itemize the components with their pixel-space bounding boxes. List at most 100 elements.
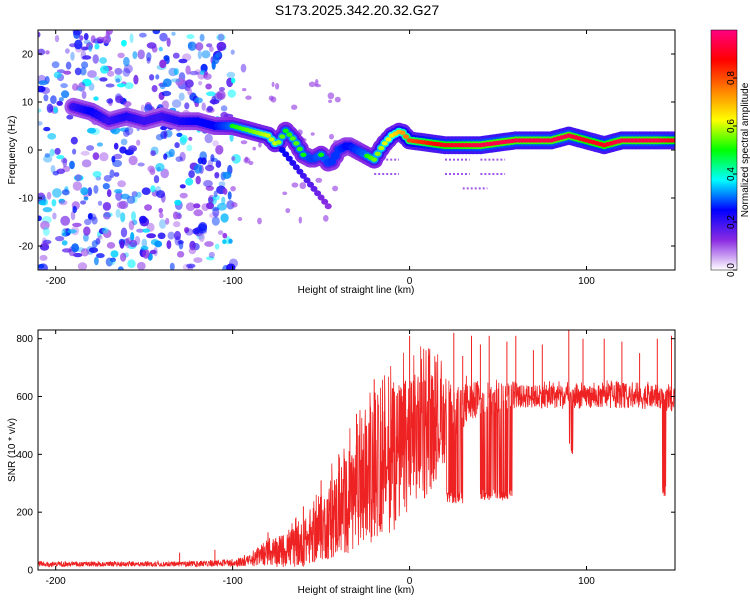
spectrogram-x-label: Height of straight line (km) — [298, 285, 415, 296]
snr-panel: -200 -100 0 100 0 200 400 600 800 Height of str… — [7, 329, 676, 596]
noise-blob — [258, 142, 262, 148]
noise-blob — [55, 236, 65, 242]
noise-blob — [38, 85, 46, 93]
noise-blob — [92, 152, 100, 161]
noise-blob — [152, 30, 161, 35]
ridge-segment — [289, 136, 296, 141]
noise-blob — [230, 49, 235, 55]
noise-blob — [46, 103, 54, 114]
y-tick-label: 20 — [22, 50, 34, 61]
ridge-segment — [293, 141, 300, 146]
noise-blob — [226, 71, 236, 79]
noise-blob — [257, 217, 262, 225]
noise-blob — [140, 104, 145, 113]
snr-x-ticks: -200 -100 0 100 — [46, 330, 595, 587]
y-tick-label: 400 — [16, 450, 33, 461]
noise-blob — [94, 256, 99, 266]
noise-blob — [175, 78, 184, 87]
noise-blob — [173, 68, 179, 76]
noise-blob — [163, 153, 168, 160]
noise-blob — [205, 83, 212, 90]
noise-blob — [174, 236, 181, 246]
ridge-branch — [282, 151, 290, 158]
noise-blob — [40, 241, 50, 246]
noise-blob — [61, 90, 70, 99]
noise-blob — [101, 227, 109, 234]
noise-blob — [150, 185, 156, 193]
noise-blob — [81, 159, 92, 168]
noise-blob — [282, 191, 288, 196]
noise-blob — [188, 247, 197, 255]
noise-blob — [149, 166, 156, 174]
noise-blob — [206, 105, 214, 112]
noise-blob — [96, 36, 105, 42]
noise-blob — [54, 35, 60, 43]
noise-blob — [65, 61, 72, 70]
noise-blob — [43, 94, 49, 102]
noise-blob — [84, 218, 92, 226]
noise-blob — [43, 126, 51, 132]
noise-blob — [185, 79, 194, 88]
noise-blob — [141, 238, 148, 248]
noise-blob — [80, 248, 89, 257]
noise-blob — [199, 33, 205, 42]
noise-blob — [113, 153, 123, 160]
noise-blob — [88, 247, 99, 254]
noise-blob — [157, 232, 166, 240]
noise-blob — [102, 183, 110, 190]
noise-blob — [50, 95, 57, 104]
noise-blob — [166, 240, 172, 250]
noise-blob — [113, 172, 120, 177]
noise-blob — [214, 243, 220, 250]
noise-blob — [103, 175, 112, 182]
noise-blob — [87, 127, 96, 134]
noise-blob — [99, 57, 107, 64]
ridge-branch — [299, 172, 307, 179]
colorbar-ticks: 0.0 0.2 0.4 0.6 0.8 — [726, 71, 737, 277]
noise-blob — [159, 32, 168, 42]
noise-blob — [61, 228, 67, 237]
noise-blob — [128, 220, 135, 231]
ridge-segment — [371, 157, 378, 162]
noise-blob — [52, 170, 59, 176]
noise-blob — [153, 175, 160, 184]
y-tick-label: 600 — [16, 392, 33, 403]
spectrogram-y-ticks: -20 -10 0 10 20 — [19, 50, 675, 253]
noise-blob — [106, 242, 116, 249]
noise-blob — [115, 191, 123, 201]
ridge-branch — [310, 185, 318, 192]
noise-blob — [88, 44, 93, 52]
noise-blob — [214, 172, 220, 179]
noise-blob — [155, 74, 160, 80]
noise-blob — [160, 125, 168, 131]
noise-blob — [314, 79, 319, 86]
noise-blob — [185, 202, 196, 211]
noise-blob — [158, 207, 163, 214]
noise-blob — [188, 136, 193, 141]
noise-blob — [186, 34, 195, 40]
ridge-segment — [318, 152, 325, 157]
noise-blob — [220, 105, 228, 112]
noise-blob — [129, 239, 138, 248]
noise-blob — [222, 188, 228, 195]
noise-blob — [83, 196, 89, 201]
noise-blob — [42, 227, 50, 236]
noise-blob — [106, 98, 114, 104]
noise-blob — [217, 202, 227, 211]
noise-blob — [242, 88, 247, 92]
noise-blob — [80, 187, 89, 196]
noise-blob — [80, 46, 89, 51]
noise-blob — [40, 220, 50, 230]
noise-blob — [53, 71, 62, 79]
noise-blob — [227, 191, 232, 200]
colorbar-frame — [710, 29, 738, 271]
noise-blob — [208, 251, 215, 259]
noise-blob — [83, 39, 91, 45]
noise-blob — [128, 145, 138, 152]
noise-blob — [106, 189, 112, 198]
noise-blob — [174, 199, 182, 206]
snr-x-label: Height of straight line (km) — [298, 585, 415, 596]
colorbar-tick-label: 0.0 — [726, 263, 737, 277]
noise-blob — [60, 83, 68, 89]
